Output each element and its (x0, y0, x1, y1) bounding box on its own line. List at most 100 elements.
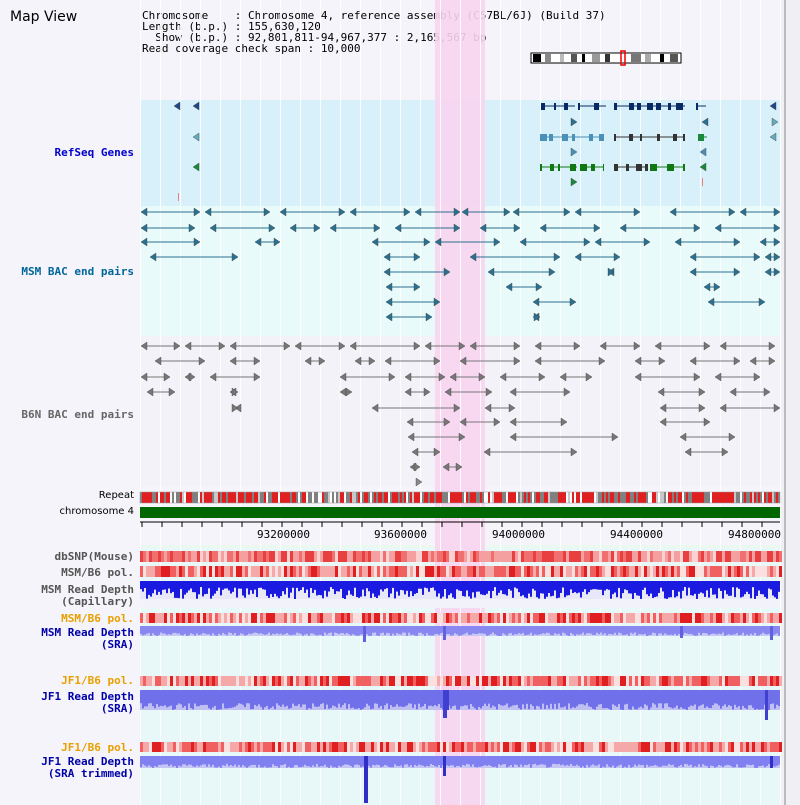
polymorphism-cell (383, 551, 386, 562)
polymorphism-cell (194, 551, 197, 562)
depth-dip (334, 767, 336, 768)
depth-variation (648, 596, 650, 599)
depth-dip (604, 767, 606, 768)
polymorphism-cell (290, 613, 293, 623)
polymorphism-cell (632, 551, 635, 562)
polymorphism-cell (656, 676, 659, 686)
repeat-segment (254, 492, 256, 503)
repeat-segment (296, 492, 298, 503)
repeat-segment (532, 492, 534, 503)
depth-dip (192, 709, 194, 710)
depth-variation (414, 593, 416, 599)
depth-dip (554, 763, 556, 768)
polymorphism-cell (179, 551, 182, 562)
depth-dip (772, 703, 774, 710)
polymorphism-cell (677, 566, 680, 577)
depth-dip (640, 634, 642, 636)
polymorphism-cell (497, 551, 500, 562)
polymorphism-cell (482, 742, 485, 752)
polymorphism-cell (176, 551, 179, 562)
polymorphism-cell (662, 676, 665, 686)
repeat-segment (484, 492, 486, 503)
polymorphism-cell (683, 566, 686, 577)
depth-dip (258, 704, 260, 710)
depth-variation (438, 593, 440, 599)
polymorphism-cell (707, 742, 710, 752)
polymorphism-cell (293, 742, 296, 752)
polymorphism-cell (404, 566, 407, 577)
depth-dip (204, 633, 206, 636)
axis-tick-label: 94800000 (728, 528, 781, 541)
polymorphism-cell (236, 551, 239, 562)
depth-variation (756, 595, 758, 599)
polymorphism-cell (335, 613, 338, 623)
depth-variation (162, 589, 164, 599)
polymorphism-cell (503, 742, 506, 752)
polymorphism-cell (749, 566, 752, 577)
depth-dip (404, 764, 406, 768)
polymorphism-cell (773, 676, 776, 686)
depth-dip (438, 765, 440, 768)
depth-dip (194, 703, 196, 710)
depth-dip (630, 632, 632, 636)
msm-bac-pair-end (693, 223, 701, 233)
repeat-track-border (139, 491, 781, 504)
repeat-segment (356, 492, 358, 503)
polymorphism-cell (692, 566, 695, 577)
depth-variation (234, 587, 236, 599)
depth-dip (374, 765, 376, 768)
polymorphism-cell (707, 566, 710, 577)
b6n-bac-pair-end (509, 387, 517, 397)
depth-variation (578, 592, 580, 599)
polymorphism-cell (221, 676, 224, 686)
msm-bac-pair-end (633, 207, 641, 217)
polymorphism-cell (167, 566, 170, 577)
depth-dip (536, 634, 538, 636)
repeat-segment (538, 492, 540, 503)
depth-dip (672, 708, 674, 710)
depth-variation (174, 597, 176, 599)
polymorphism-cell (437, 566, 440, 577)
depth-dip (438, 634, 440, 636)
polymorphism-cell (356, 566, 359, 577)
polymorphism-cell (551, 566, 554, 577)
polymorphism-cell (740, 742, 743, 752)
repeat-segment (176, 492, 178, 503)
depth-dip (494, 634, 496, 636)
depth-dip (198, 766, 200, 768)
polymorphism-cell (278, 566, 281, 577)
polymorphism-cell (221, 742, 224, 752)
depth-variation (144, 587, 146, 599)
repeat-segment (418, 492, 420, 503)
repeat-segment (746, 492, 748, 503)
depth-dip (440, 707, 442, 710)
depth-dip (332, 705, 334, 710)
depth-variation (240, 588, 242, 599)
polymorphism-cell (332, 676, 335, 686)
msm-bac-pair-end (607, 267, 615, 277)
polymorphism-cell (290, 676, 293, 686)
depth-dip (406, 705, 408, 710)
depth-dip (318, 706, 320, 710)
polymorphism-cell (566, 676, 569, 686)
gene-exon (614, 164, 618, 171)
depth-variation (304, 592, 306, 599)
repeat-segment (728, 492, 730, 503)
depth-dip (330, 765, 332, 768)
polymorphism-cell (248, 742, 251, 752)
depth-dip (612, 634, 614, 636)
polymorphism-cell (548, 566, 551, 577)
depth-dip (518, 766, 520, 768)
depth-variation (242, 595, 244, 599)
depth-variation (494, 587, 496, 599)
polymorphism-cell (422, 676, 425, 686)
polymorphism-cell (644, 676, 647, 686)
b6n-bac-pair-end (406, 417, 414, 427)
b6n-bac-pair-end (384, 356, 392, 366)
b6n-bac-pair-end (304, 356, 312, 366)
polymorphism-cell (776, 566, 779, 577)
polymorphism-cell (320, 566, 323, 577)
repeat-segment (260, 492, 262, 503)
depth-dip (698, 764, 700, 768)
